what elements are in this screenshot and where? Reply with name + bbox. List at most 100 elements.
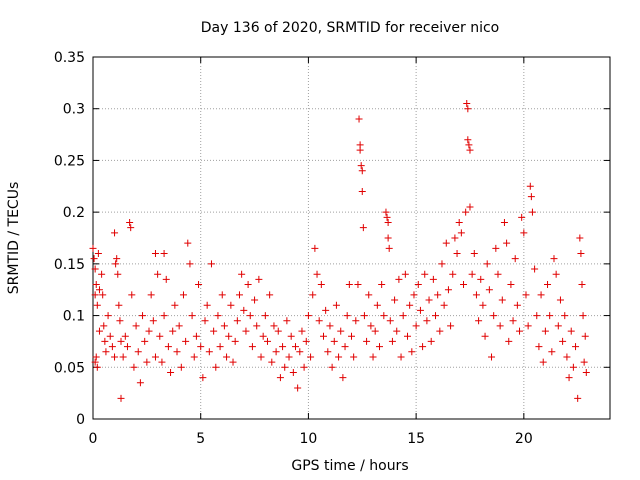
data-point — [488, 353, 496, 361]
data-point — [419, 343, 427, 351]
data-point — [460, 281, 468, 289]
data-point — [160, 250, 168, 258]
y-tick-label: 0.15 — [54, 257, 85, 273]
data-point — [177, 363, 185, 371]
data-point — [465, 141, 473, 149]
data-point — [95, 286, 103, 294]
data-point — [190, 353, 198, 361]
data-point — [466, 203, 474, 211]
data-point — [311, 244, 319, 252]
data-point — [156, 332, 164, 340]
data-point — [412, 322, 420, 330]
data-point — [296, 348, 304, 356]
y-tick-label: 0.35 — [54, 50, 85, 66]
data-point — [175, 322, 183, 330]
data-point — [463, 100, 471, 108]
data-point — [574, 394, 582, 402]
data-point — [253, 322, 261, 330]
data-point — [410, 291, 418, 299]
data-point — [186, 260, 194, 268]
data-point — [404, 332, 412, 340]
data-point — [345, 281, 353, 289]
data-point — [330, 337, 338, 345]
axis-ticks — [92, 56, 610, 420]
data-point — [537, 291, 545, 299]
data-point — [171, 301, 179, 309]
data-point — [92, 281, 100, 289]
data-point — [365, 291, 373, 299]
data-point — [531, 265, 539, 273]
data-point — [111, 353, 119, 361]
data-point — [210, 327, 218, 335]
data-point — [251, 296, 259, 304]
data-point — [304, 312, 312, 320]
data-point — [317, 281, 325, 289]
data-point — [569, 363, 577, 371]
data-point — [505, 337, 513, 345]
data-point — [281, 363, 289, 371]
data-point — [447, 322, 455, 330]
data-point — [425, 296, 433, 304]
data-point — [358, 167, 366, 175]
data-point — [141, 337, 149, 345]
data-point — [423, 317, 431, 325]
data-point — [455, 218, 463, 226]
data-point — [391, 296, 399, 304]
data-point — [378, 281, 386, 289]
data-point — [355, 115, 363, 123]
data-point — [205, 348, 213, 356]
data-point — [483, 260, 491, 268]
data-point — [385, 244, 393, 252]
data-point — [132, 322, 140, 330]
data-point — [307, 353, 315, 361]
y-tick-label: 0.2 — [63, 205, 85, 221]
data-point — [201, 317, 209, 325]
data-point — [274, 327, 282, 335]
data-point — [371, 327, 379, 335]
data-point — [294, 384, 302, 392]
data-point — [147, 291, 155, 299]
data-point — [89, 244, 97, 252]
data-point — [376, 343, 384, 351]
data-point — [520, 229, 528, 237]
data-point — [339, 374, 347, 382]
data-point — [380, 312, 388, 320]
data-point — [263, 337, 271, 345]
axis-tick-labels: 0 0.05 0.1 0.15 0.2 0.25 0.3 0.35 0 5 10 15 20 — [54, 50, 533, 447]
data-point — [496, 322, 504, 330]
data-point — [544, 281, 552, 289]
data-point — [563, 353, 571, 361]
data-point — [119, 353, 127, 361]
data-point — [319, 332, 327, 340]
data-point — [169, 327, 177, 335]
data-point — [116, 317, 124, 325]
data-point — [212, 363, 220, 371]
data-point — [214, 312, 222, 320]
data-point — [582, 368, 590, 376]
data-point — [104, 312, 112, 320]
y-axis-label: SRMTID / TECUs — [6, 182, 22, 295]
x-tick-label: 15 — [407, 431, 425, 447]
data-point — [468, 270, 476, 278]
data-point — [158, 358, 166, 366]
x-tick-label: 0 — [89, 431, 98, 447]
x-tick-label: 20 — [515, 431, 533, 447]
y-tick-label: 0 — [76, 412, 85, 428]
data-point — [500, 218, 508, 226]
data-point — [511, 255, 519, 263]
data-point — [518, 213, 526, 221]
data-point — [111, 229, 119, 237]
data-point — [326, 322, 334, 330]
data-point — [184, 239, 192, 247]
data-point — [182, 337, 190, 345]
data-point — [242, 327, 250, 335]
data-point — [440, 301, 448, 309]
data-point — [192, 332, 200, 340]
data-point — [363, 337, 371, 345]
data-point — [255, 275, 263, 283]
data-point — [414, 281, 422, 289]
data-point — [93, 301, 101, 309]
data-point — [127, 224, 135, 232]
y-tick-label: 0.1 — [63, 309, 85, 325]
data-point — [444, 286, 452, 294]
